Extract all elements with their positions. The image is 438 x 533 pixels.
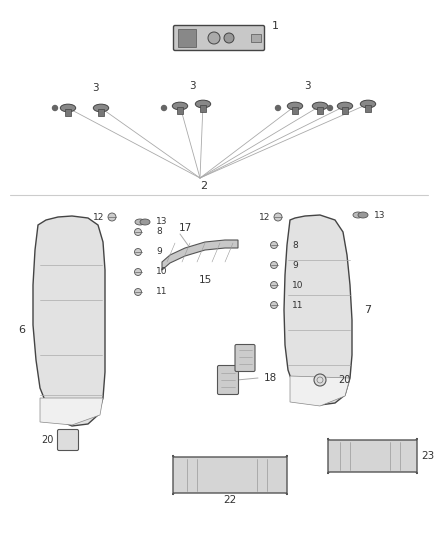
Bar — [292, 108, 298, 114]
Text: 11: 11 — [156, 287, 167, 296]
Bar — [200, 106, 206, 112]
Text: 8: 8 — [156, 228, 162, 237]
Circle shape — [224, 33, 234, 43]
Circle shape — [314, 374, 326, 386]
FancyBboxPatch shape — [173, 26, 265, 51]
Text: 20: 20 — [338, 375, 350, 385]
FancyBboxPatch shape — [173, 455, 287, 495]
Ellipse shape — [195, 100, 211, 108]
Circle shape — [134, 288, 141, 295]
Bar — [365, 106, 371, 112]
Ellipse shape — [358, 212, 368, 218]
Ellipse shape — [93, 104, 109, 112]
Ellipse shape — [337, 102, 353, 110]
Bar — [98, 109, 104, 116]
Polygon shape — [290, 376, 350, 406]
Circle shape — [134, 248, 141, 255]
Ellipse shape — [353, 212, 363, 218]
Circle shape — [108, 213, 116, 221]
Text: 15: 15 — [198, 275, 212, 285]
Text: 10: 10 — [156, 268, 167, 277]
Text: 3: 3 — [304, 81, 310, 91]
FancyBboxPatch shape — [57, 430, 78, 450]
Circle shape — [271, 302, 278, 309]
Circle shape — [276, 106, 280, 110]
Bar — [342, 108, 348, 114]
Text: 20: 20 — [42, 435, 54, 445]
Bar — [177, 108, 183, 114]
Ellipse shape — [312, 102, 328, 110]
Text: 13: 13 — [156, 217, 167, 227]
Circle shape — [134, 229, 141, 236]
Text: 3: 3 — [92, 83, 98, 93]
Polygon shape — [162, 240, 238, 270]
Bar — [178, 29, 196, 47]
FancyBboxPatch shape — [218, 366, 239, 394]
Polygon shape — [33, 216, 105, 426]
Bar — [65, 109, 71, 116]
Text: 18: 18 — [263, 373, 277, 383]
Text: 7: 7 — [364, 305, 371, 315]
Ellipse shape — [140, 219, 150, 225]
Text: 11: 11 — [292, 301, 304, 310]
Bar — [317, 108, 323, 114]
Text: 23: 23 — [421, 451, 434, 461]
Ellipse shape — [172, 102, 188, 110]
Polygon shape — [40, 398, 103, 425]
Ellipse shape — [60, 104, 76, 112]
Circle shape — [328, 106, 332, 110]
Ellipse shape — [135, 219, 145, 225]
Ellipse shape — [287, 102, 303, 110]
Text: 2: 2 — [201, 181, 208, 191]
Text: 9: 9 — [292, 261, 298, 270]
Circle shape — [274, 213, 282, 221]
Text: 10: 10 — [292, 280, 304, 289]
Text: 1: 1 — [272, 21, 279, 31]
Circle shape — [271, 262, 278, 269]
Circle shape — [53, 106, 57, 110]
Circle shape — [271, 281, 278, 288]
Bar — [251, 34, 261, 42]
Ellipse shape — [360, 100, 376, 108]
FancyBboxPatch shape — [235, 344, 255, 372]
Circle shape — [134, 269, 141, 276]
Text: 13: 13 — [374, 211, 385, 220]
Text: 3: 3 — [189, 81, 195, 91]
Polygon shape — [284, 215, 352, 405]
Text: 9: 9 — [156, 247, 162, 256]
Text: 8: 8 — [292, 240, 298, 249]
Text: 6: 6 — [18, 325, 25, 335]
Text: 17: 17 — [178, 223, 192, 233]
Text: 22: 22 — [223, 495, 237, 505]
Text: 12: 12 — [258, 213, 270, 222]
FancyBboxPatch shape — [328, 438, 417, 474]
Circle shape — [162, 106, 166, 110]
Text: 12: 12 — [92, 213, 104, 222]
Circle shape — [208, 32, 220, 44]
Circle shape — [271, 241, 278, 248]
